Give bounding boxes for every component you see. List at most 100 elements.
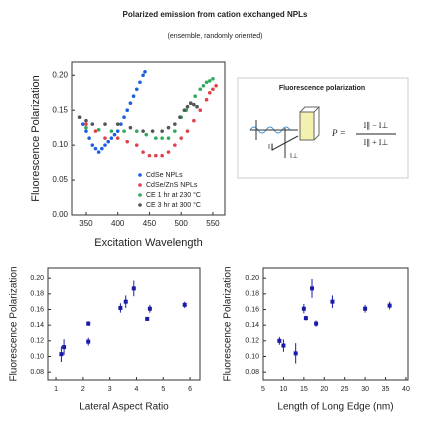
y-tick-label: 0.10: [52, 140, 68, 149]
y-tick-label: 0.14: [30, 322, 44, 329]
point: [122, 115, 126, 119]
point: [188, 101, 193, 106]
point: [115, 122, 120, 126]
y-tick-label: 0.20: [245, 275, 259, 282]
y-tick-label: 0.08: [30, 369, 44, 376]
point: [198, 108, 203, 113]
x-tick-label: 5: [161, 386, 165, 393]
point: [86, 321, 91, 326]
point: [293, 351, 298, 356]
point: [112, 132, 117, 137]
point: [178, 115, 182, 119]
point: [185, 104, 190, 109]
formula-denominator: I∥ + I⊥: [364, 138, 389, 147]
point: [77, 115, 82, 119]
point: [125, 139, 130, 144]
cuvette-edge: [299, 106, 321, 141]
legend-marker: [138, 193, 142, 197]
point: [128, 101, 133, 106]
point: [166, 125, 171, 130]
point: [84, 125, 88, 130]
x-tick-label: 30: [361, 386, 369, 393]
point: [192, 118, 196, 123]
point: [166, 136, 171, 140]
point: [277, 338, 282, 343]
point: [84, 129, 88, 133]
x-tick-label: 5: [261, 386, 265, 393]
point: [195, 104, 199, 109]
point: [185, 129, 190, 133]
point: [141, 129, 145, 133]
point: [281, 343, 286, 348]
point: [131, 286, 136, 291]
point: [160, 153, 164, 158]
x-tick-label: 10: [280, 386, 288, 393]
point: [207, 90, 212, 95]
y-tick-label: 0.20: [30, 275, 44, 282]
point: [109, 129, 114, 133]
y-tick-label: 0.08: [245, 369, 259, 376]
y-axis-label: Fluorescence Polarization: [9, 266, 20, 381]
y-tick-label: 0.16: [245, 306, 259, 313]
figure-subtitle: (ensemble, randomly oriented): [168, 33, 263, 40]
x-tick-label: 15: [300, 386, 308, 393]
point: [100, 146, 104, 151]
point: [173, 143, 177, 147]
point: [154, 136, 158, 140]
diagram-frame: [237, 77, 409, 179]
point: [160, 136, 164, 140]
legend-marker: [138, 173, 142, 177]
cuvette: [299, 111, 315, 141]
legend-label: CdSe NPLs: [146, 172, 183, 179]
point: [109, 136, 114, 140]
point: [204, 80, 209, 85]
point: [128, 125, 133, 130]
point: [193, 94, 197, 99]
point: [96, 127, 101, 132]
plot-frame: [262, 267, 409, 381]
point: [134, 129, 139, 133]
point: [62, 345, 67, 350]
point: [214, 83, 218, 88]
point: [103, 136, 107, 140]
point: [192, 102, 196, 107]
point: [80, 122, 85, 126]
point: [211, 87, 215, 92]
point: [147, 153, 152, 158]
x-tick-label: 450: [143, 219, 157, 228]
point: [363, 306, 368, 311]
point: [90, 122, 95, 126]
point: [303, 316, 308, 321]
x-tick-label: 400: [111, 219, 125, 228]
legend-label: CdSe/ZnS NPLs: [146, 182, 198, 189]
point: [134, 87, 139, 92]
x-axis-label: Length of Long Edge (nm): [277, 402, 393, 413]
plot-frame: [71, 61, 226, 216]
y-tick-label: 0.05: [52, 175, 68, 184]
y-tick-label: 0.12: [30, 338, 44, 345]
point: [103, 122, 107, 126]
point: [131, 94, 136, 99]
point: [138, 80, 142, 85]
point: [145, 316, 150, 321]
point: [182, 302, 187, 307]
y-axis-label: Fluorescence Polarization: [223, 266, 234, 381]
point: [387, 303, 392, 308]
x-tick-label: 25: [341, 386, 349, 393]
y-tick-label: 0.12: [245, 338, 259, 345]
emission-axis: [271, 135, 299, 151]
y-tick-label: 0.00: [52, 210, 68, 219]
point: [173, 129, 177, 133]
point: [201, 83, 206, 88]
point: [125, 108, 130, 113]
label-parallel: I∥: [268, 143, 273, 151]
x-axis-label: Lateral Aspect Ratio: [79, 402, 169, 413]
x-tick-label: 20: [320, 386, 328, 393]
y-tick-label: 0.14: [245, 322, 259, 329]
point: [301, 306, 306, 311]
point: [207, 79, 212, 83]
x-axis-label: Excitation Wavelength: [94, 237, 202, 249]
point: [314, 321, 319, 326]
point: [96, 150, 101, 154]
formula-lhs: P =: [331, 128, 346, 138]
